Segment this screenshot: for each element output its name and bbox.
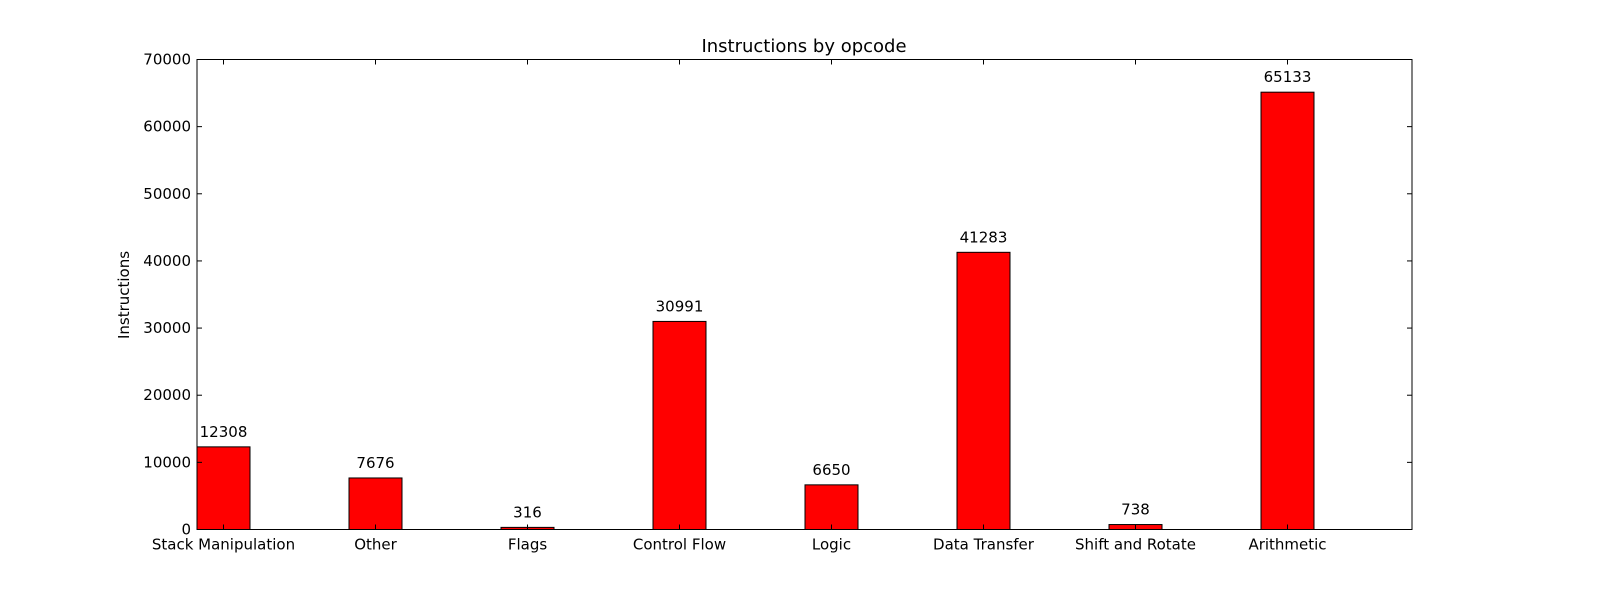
bar (1260, 91, 1315, 530)
y-tick-label: 30000 (143, 319, 191, 337)
bar-value-label: 6650 (812, 461, 850, 479)
bar-value-label: 30991 (656, 297, 704, 315)
x-tick-label: Control Flow (633, 536, 726, 554)
y-tick-label: 0 (181, 521, 191, 539)
y-tick-label: 50000 (143, 185, 191, 203)
x-tick-label: Shift and Rotate (1075, 536, 1196, 554)
bar-value-label: 316 (513, 503, 542, 521)
bar-value-label: 65133 (1264, 68, 1312, 86)
bar-value-label: 7676 (356, 454, 394, 472)
x-tick-label: Other (354, 536, 397, 554)
bar (348, 477, 403, 531)
y-tick-label: 20000 (143, 386, 191, 404)
x-tick-label: Flags (508, 536, 548, 554)
bar-value-label: 41283 (960, 228, 1008, 246)
chart-title: Instructions by opcode (701, 36, 906, 57)
y-axis-ticks: 0 10000 20000 30000 40000 50000 60000 70000 (143, 51, 1412, 539)
x-tick-label: Stack Manipulation (152, 536, 295, 554)
bar-value-label: 738 (1121, 501, 1150, 519)
x-tick-label: Data Transfer (933, 536, 1035, 554)
bar-value-label: 12308 (200, 423, 248, 441)
x-axis-ticks: Stack Manipulation Other Flags Control Flow… (152, 59, 1327, 554)
y-tick-label: 10000 (143, 453, 191, 471)
bar (652, 320, 707, 530)
bar (956, 251, 1011, 530)
bar (804, 484, 859, 531)
x-tick-label: Logic (812, 536, 851, 554)
y-axis-label: Instructions (115, 251, 133, 339)
bar (196, 446, 251, 530)
y-tick-label: 60000 (143, 118, 191, 136)
value-labels-group: 12308 7676 316 30991 6650 41283 738 65133 (200, 68, 1312, 521)
plot-frame (196, 59, 1413, 530)
y-tick-label: 40000 (143, 252, 191, 270)
x-tick-label: Arithmetic (1248, 536, 1326, 554)
y-tick-label: 70000 (143, 51, 191, 69)
bars-group (196, 91, 1315, 531)
